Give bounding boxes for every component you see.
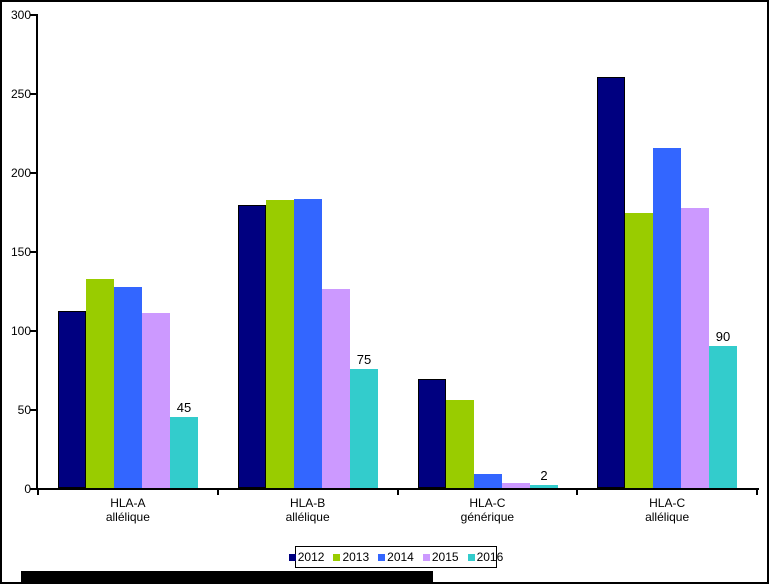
bar-2016-0 — [170, 417, 198, 488]
bar-2016-2 — [530, 485, 558, 488]
y-axis-line — [36, 14, 38, 490]
y-axis-tick-label: 250 — [10, 87, 31, 101]
category-label: HLA-C allélique — [645, 496, 690, 524]
legend-swatch-icon — [422, 553, 430, 561]
bar-value-label: 75 — [356, 352, 372, 367]
legend-item-2016: 2016 — [467, 550, 504, 564]
bar-2013-2 — [446, 400, 474, 488]
y-axis-tick-label: 300 — [10, 8, 31, 22]
legend-item-label: 2015 — [431, 550, 459, 564]
x-axis-tick — [576, 490, 579, 495]
legend-item-label: 2013 — [342, 550, 370, 564]
legend-item-2014: 2014 — [378, 550, 414, 564]
y-axis-tick — [30, 330, 36, 332]
bar-2013-0 — [86, 279, 114, 488]
bar-2015-0 — [142, 313, 170, 488]
bar-2016-3 — [709, 346, 737, 488]
bar-2012-1 — [238, 205, 266, 488]
y-axis-tick-label: 150 — [10, 245, 31, 259]
bar-2014-2 — [474, 474, 502, 488]
y-axis-tick-label: 0 — [24, 482, 31, 496]
y-axis-tick — [30, 172, 36, 174]
bar-2012-2 — [418, 379, 446, 488]
bar-2014-1 — [294, 199, 322, 488]
bar-2012-0 — [58, 311, 86, 488]
x-axis-tick — [37, 490, 39, 495]
legend-swatch-icon — [288, 553, 296, 561]
bar-value-label: 90 — [715, 329, 731, 344]
y-axis-tick-label: 50 — [17, 403, 31, 417]
legend-item-label: 2016 — [476, 550, 504, 564]
y-axis-tick-label: 100 — [10, 324, 31, 338]
legend-swatch-icon — [378, 553, 386, 561]
bar-2015-3 — [681, 208, 709, 488]
legend: 2012 2013 2014 2015 2016 — [288, 546, 503, 568]
y-axis-tick — [30, 14, 36, 16]
bar-value-label: 45 — [176, 400, 192, 415]
x-axis-line — [36, 488, 759, 490]
category-label: HLA-B allélique — [285, 496, 330, 524]
legend-item-label: 2014 — [387, 550, 414, 564]
x-axis-tick — [396, 490, 399, 495]
y-axis-tick — [30, 488, 36, 490]
bar-2013-3 — [625, 213, 653, 488]
legend-swatch-icon — [467, 553, 475, 561]
legend-item-2013: 2013 — [333, 550, 369, 564]
bar-2012-3 — [597, 77, 625, 488]
legend-item-2012: 2012 — [288, 550, 325, 564]
y-axis-tick — [30, 93, 36, 95]
bar-value-label: 2 — [540, 468, 548, 483]
bottom-black-strip — [21, 571, 433, 582]
bar-2014-3 — [653, 148, 681, 488]
y-axis-tick — [30, 409, 36, 411]
legend-item-label: 2012 — [297, 550, 325, 564]
y-axis-tick-label: 200 — [10, 166, 31, 180]
category-label: HLA-A allélique — [105, 496, 150, 524]
category-label: HLA-C générique — [460, 496, 515, 524]
bar-2013-1 — [266, 200, 294, 488]
legend-item-2015: 2015 — [422, 550, 459, 564]
bar-2016-1 — [350, 369, 378, 488]
x-axis-tick — [756, 490, 758, 495]
bar-2015-1 — [322, 289, 350, 488]
y-axis-tick — [30, 251, 36, 253]
x-axis-tick — [216, 490, 219, 495]
bar-2014-0 — [114, 287, 142, 488]
legend-swatch-icon — [333, 553, 341, 561]
bar-2015-2 — [502, 483, 530, 488]
